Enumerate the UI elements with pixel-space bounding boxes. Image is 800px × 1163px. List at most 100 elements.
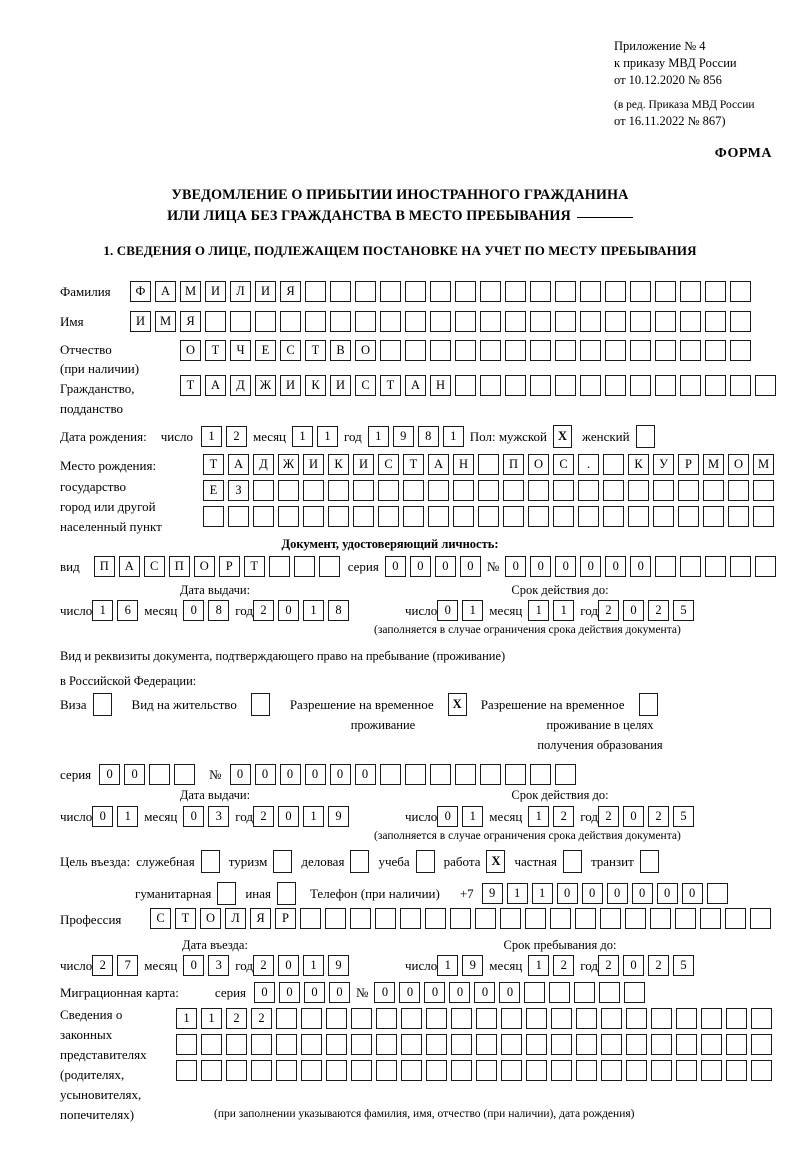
char-cell[interactable] [176, 1060, 197, 1081]
char-cell[interactable] [301, 1034, 322, 1055]
char-cell[interactable] [176, 1034, 197, 1055]
char-cell[interactable]: 5 [673, 806, 695, 827]
char-cell[interactable]: Т [205, 340, 226, 361]
char-cell[interactable] [755, 375, 776, 396]
char-cell[interactable] [650, 908, 671, 929]
char-cell[interactable]: 0 [124, 764, 146, 785]
char-cell[interactable] [624, 982, 646, 1003]
char-cell[interactable] [430, 281, 451, 302]
char-cell[interactable] [476, 1060, 497, 1081]
char-cell[interactable]: Ж [278, 454, 299, 475]
char-cell[interactable]: 0 [530, 556, 552, 577]
char-cell[interactable] [451, 1060, 472, 1081]
char-cell[interactable]: Т [180, 375, 201, 396]
char-cell[interactable]: 3 [208, 955, 230, 976]
char-cell[interactable]: 0 [92, 806, 114, 827]
char-cell[interactable]: 2 [553, 955, 575, 976]
char-cell[interactable] [555, 311, 576, 332]
char-cell[interactable]: Т [243, 556, 265, 577]
char-cell[interactable]: 0 [631, 883, 653, 904]
char-cell[interactable] [676, 1060, 697, 1081]
char-cell[interactable]: 0 [459, 556, 481, 577]
char-cell[interactable]: Я [180, 311, 201, 332]
edu-residence-checkbox[interactable] [638, 693, 658, 716]
char-cell[interactable] [675, 908, 696, 929]
char-cell[interactable] [701, 1034, 722, 1055]
char-cell[interactable] [430, 311, 451, 332]
char-cell[interactable]: С [150, 908, 171, 929]
char-cell[interactable]: 0 [278, 806, 300, 827]
char-cell[interactable] [653, 480, 674, 501]
char-cell[interactable] [655, 281, 676, 302]
char-cell[interactable] [678, 506, 699, 527]
char-cell[interactable] [701, 1008, 722, 1029]
char-cell[interactable] [376, 1034, 397, 1055]
char-cell[interactable]: 0 [304, 764, 326, 785]
char-cell[interactable] [428, 506, 449, 527]
char-cell[interactable]: 2 [226, 1008, 247, 1029]
char-cell[interactable] [730, 281, 751, 302]
char-cell[interactable]: И [330, 375, 351, 396]
char-cell[interactable] [401, 1034, 422, 1055]
char-cell[interactable] [303, 480, 324, 501]
char-cell[interactable] [174, 764, 196, 785]
char-cell[interactable]: С [553, 454, 574, 475]
birthplace-row-3[interactable] [203, 506, 774, 527]
char-cell[interactable]: О [728, 454, 749, 475]
char-cell[interactable]: Р [218, 556, 240, 577]
char-cell[interactable] [575, 908, 596, 929]
purpose-option-checkbox[interactable] [562, 850, 582, 873]
char-cell[interactable] [278, 506, 299, 527]
char-cell[interactable]: А [405, 375, 426, 396]
char-cell[interactable]: 2 [598, 955, 620, 976]
char-cell[interactable] [453, 480, 474, 501]
char-cell[interactable] [630, 281, 651, 302]
char-cell[interactable]: 0 [437, 600, 459, 621]
char-cell[interactable]: 0 [99, 764, 121, 785]
char-cell[interactable] [318, 556, 340, 577]
char-cell[interactable] [475, 908, 496, 929]
char-cell[interactable]: 0 [555, 556, 577, 577]
char-cell[interactable]: 0 [329, 982, 351, 1003]
char-cell[interactable] [528, 506, 549, 527]
char-cell[interactable]: 6 [117, 600, 139, 621]
char-cell[interactable] [251, 1060, 272, 1081]
char-cell[interactable]: 1 [462, 600, 484, 621]
char-cell[interactable]: Т [403, 454, 424, 475]
char-cell[interactable] [429, 764, 451, 785]
char-cell[interactable] [630, 311, 651, 332]
purpose-option-checkbox[interactable] [639, 850, 659, 873]
char-cell[interactable]: М [703, 454, 724, 475]
char-cell[interactable]: 0 [278, 955, 300, 976]
char-cell[interactable]: 0 [499, 982, 521, 1003]
char-cell[interactable]: А [428, 454, 449, 475]
temp-residence-checkbox[interactable]: X [447, 693, 467, 716]
char-cell[interactable]: 1 [367, 426, 389, 447]
char-cell[interactable] [501, 1034, 522, 1055]
char-cell[interactable] [351, 1034, 372, 1055]
char-cell[interactable] [680, 281, 701, 302]
char-cell[interactable]: Л [230, 281, 251, 302]
char-cell[interactable] [726, 1060, 747, 1081]
char-cell[interactable] [676, 1034, 697, 1055]
char-cell[interactable]: 0 [183, 806, 205, 827]
char-cell[interactable] [601, 1008, 622, 1029]
char-cell[interactable] [626, 1008, 647, 1029]
char-cell[interactable] [404, 764, 426, 785]
char-cell[interactable] [268, 556, 290, 577]
char-cell[interactable]: М [753, 454, 774, 475]
char-cell[interactable]: 0 [606, 883, 628, 904]
char-cell[interactable]: 0 [580, 556, 602, 577]
